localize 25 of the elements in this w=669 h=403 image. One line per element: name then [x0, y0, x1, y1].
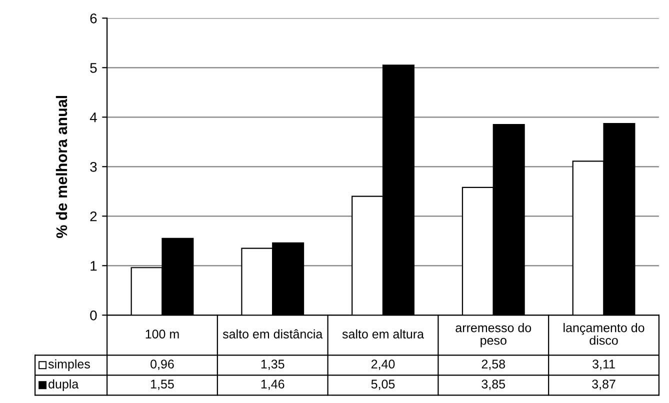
x-tick-label: arremesso do peso [456, 323, 532, 348]
y-tick-label: 0 [90, 310, 97, 320]
y-tick-label: 1 [90, 261, 97, 271]
legend-label: simples [48, 359, 90, 371]
y-tick-label: 4 [90, 112, 97, 122]
x-tick-label: salto em distância [222, 329, 323, 338]
y-axis-title: % de melhora anual [56, 96, 68, 238]
x-tick-label: salto em altura [342, 329, 424, 338]
data-label: 1,46 [261, 380, 284, 390]
x-tick-label: lançamento do disco [564, 323, 644, 345]
data-label: 0,96 [150, 360, 174, 370]
legend-label: dupla [48, 379, 79, 391]
data-label: 3,85 [482, 380, 506, 390]
data-label: 2,40 [371, 360, 395, 370]
data-label: 3,87 [592, 380, 616, 390]
data-label: 3,11 [592, 360, 615, 370]
y-tick-label: 3 [90, 162, 97, 172]
data-label: 1,35 [261, 360, 284, 370]
y-tick-label: 5 [90, 63, 97, 73]
data-label: 2,58 [482, 360, 506, 370]
x-tick-label: 100 m [146, 330, 179, 338]
data-label: 5,05 [371, 380, 395, 390]
y-tick-label: 2 [90, 211, 97, 222]
data-label: 1,55 [151, 380, 174, 390]
y-tick-label: 6 [90, 13, 97, 24]
